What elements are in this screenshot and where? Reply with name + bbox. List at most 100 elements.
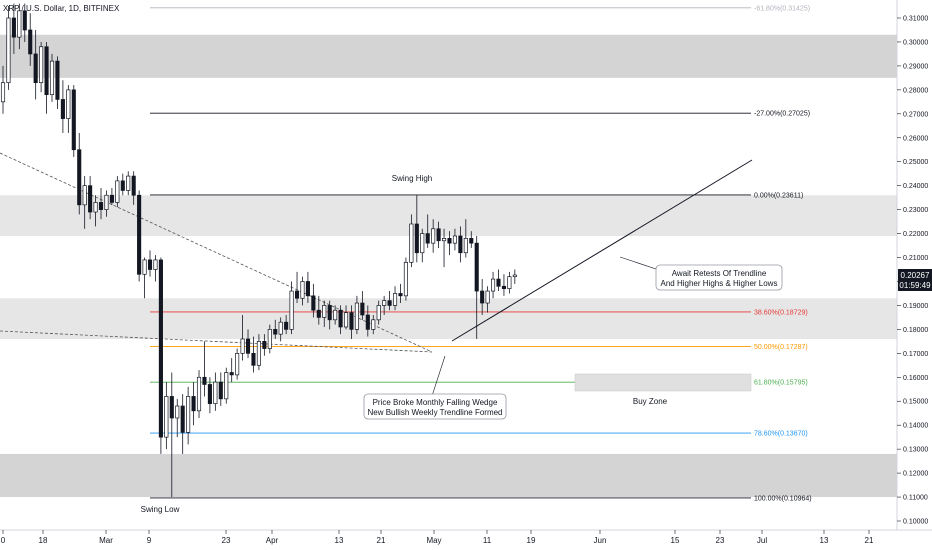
candle (452, 228, 457, 251)
await-callout-box[interactable] (655, 264, 783, 291)
candle-body (360, 302, 365, 316)
candle (305, 271, 310, 304)
candle-body (82, 185, 87, 206)
candle (142, 257, 147, 299)
fib-label-6: 78.60%(0.13670) (754, 431, 808, 438)
y-tick-label: 0.14000 (903, 423, 928, 430)
last-price-badge: 0.20267 01:59:49 (898, 269, 932, 291)
candle-body (496, 278, 501, 287)
candle-body (507, 276, 512, 290)
supply-demand-zone-2[interactable] (0, 298, 897, 339)
candle-body (480, 290, 485, 304)
x-tick-label: 23 (222, 536, 231, 545)
candle (229, 358, 234, 383)
last-price-countdown: 01:59:49 (899, 281, 931, 290)
candle-body (267, 329, 272, 349)
candle (120, 173, 125, 196)
broke-callout-line2: New Bullish Weekly Trendline Formed (367, 408, 502, 417)
candle-body (235, 352, 240, 376)
bullish-trendline[interactable] (451, 159, 753, 342)
candle (501, 274, 506, 296)
y-tick-label: 0.12000 (903, 471, 928, 478)
candle (240, 315, 245, 361)
y-tick-label: 0.25000 (903, 159, 928, 166)
candle-body (104, 194, 109, 210)
falling-wedge-upper-line (0, 152, 433, 353)
y-axis-ticks: 0.31000 0.30000 0.29000 0.28000 0.27000 0.260… (897, 16, 928, 526)
candle (169, 372, 174, 498)
candle-body (273, 329, 278, 335)
y-tick-label: 0.19000 (903, 303, 928, 310)
candle (491, 271, 496, 299)
supply-demand-zone-1[interactable] (0, 195, 897, 236)
annotations: Swing High Swing Low Await Retests Of Tr… (141, 174, 783, 514)
y-tick-label: 0.11000 (903, 495, 928, 502)
supply-demand-zone-3[interactable] (0, 453, 897, 498)
candle (371, 315, 376, 335)
await-callout-line2: And Higher Highs & Higher Lows (661, 279, 778, 288)
candle-body (93, 202, 98, 213)
candle-body (284, 321, 289, 330)
last-price-badge-bg (898, 269, 932, 291)
candle (115, 176, 120, 208)
candle-body (371, 319, 376, 330)
y-tick-label: 0.26000 (903, 135, 928, 142)
candle-body (202, 376, 207, 385)
candle (447, 231, 452, 256)
candle (392, 286, 398, 311)
candle-body (55, 60, 60, 100)
candle-body (11, 17, 16, 38)
candle (496, 269, 501, 292)
candle (207, 377, 212, 414)
y-tick-label: 0.27000 (903, 111, 928, 118)
candle-body (278, 321, 283, 335)
candle (507, 271, 512, 294)
last-price-value: 0.20267 (901, 271, 930, 280)
y-tick-label: 0.23000 (903, 207, 928, 214)
broke-pointer-line (431, 355, 446, 397)
candle (251, 336, 256, 373)
candle (147, 250, 153, 277)
swing-low-label: Swing Low (141, 505, 180, 514)
candle (409, 214, 414, 268)
candle (289, 281, 294, 335)
candle (186, 386, 191, 445)
candle (22, 3, 27, 42)
candle-body (175, 405, 180, 419)
candle (175, 398, 180, 438)
candle-body (256, 341, 261, 366)
candle-body (398, 293, 403, 297)
x-tick-label: 21 (377, 536, 386, 545)
broke-callout-line1: Price Broke Monthly Falling Wedge (373, 398, 498, 407)
buy-zone-box[interactable] (574, 373, 752, 392)
candle (44, 41, 49, 114)
candle (512, 269, 517, 284)
candle (463, 219, 468, 258)
candle (469, 231, 474, 248)
candle-body (474, 242, 479, 292)
candle-body (218, 381, 223, 400)
candle-body (431, 228, 436, 244)
fib-label-2: 0.00%(0.23611) (754, 192, 803, 199)
candle (191, 382, 196, 426)
candle-body (392, 293, 398, 306)
x-tick-label: 18 (39, 536, 48, 545)
candle (88, 176, 93, 220)
broke-callout-box[interactable] (363, 393, 507, 420)
x-tick-label: 19 (527, 536, 536, 545)
candle-body (44, 46, 49, 95)
candle (256, 334, 261, 371)
x-tick-label: 13 (335, 536, 344, 545)
candle-body (441, 238, 447, 242)
candle (382, 295, 387, 316)
candle-body (240, 338, 245, 354)
candle (441, 228, 447, 268)
candle-body (333, 309, 338, 321)
supply-demand-zone-0[interactable] (0, 34, 897, 78)
x-tick-label: May (426, 536, 441, 545)
candle-body (22, 10, 27, 31)
candle (327, 300, 332, 330)
candle (66, 85, 71, 133)
